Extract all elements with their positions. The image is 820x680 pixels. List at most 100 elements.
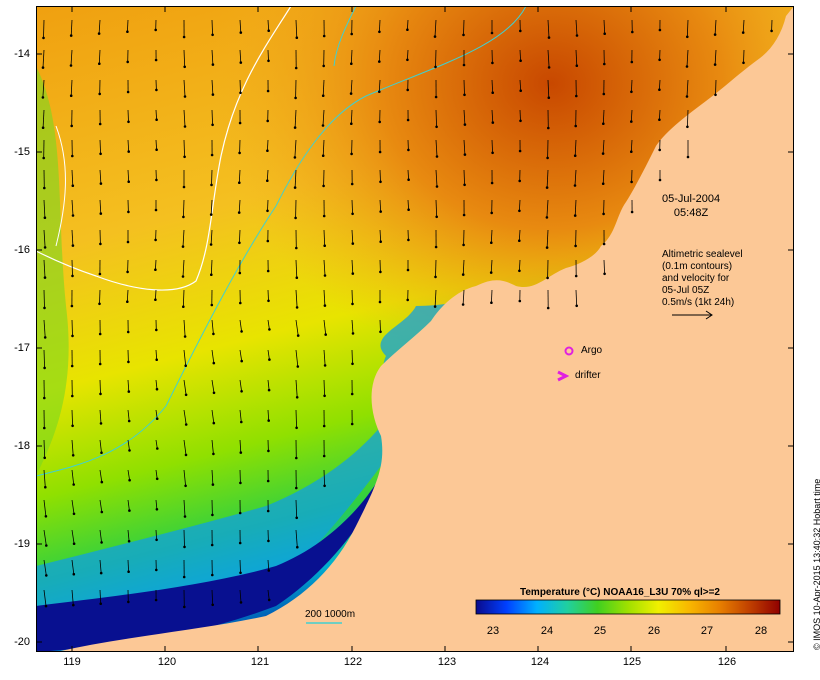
velocity-arrow	[42, 109, 45, 128]
velocity-arrow-head	[686, 35, 689, 39]
velocity-arrow-head	[602, 122, 605, 125]
velocity-arrow-head	[741, 31, 745, 34]
velocity-arrow-head	[463, 93, 466, 97]
velocity-arrow	[43, 349, 45, 368]
velocity-arrow	[659, 79, 661, 90]
velocity-arrow-head	[212, 361, 216, 365]
velocity-arrow	[659, 109, 661, 120]
velocity-arrow-head	[154, 238, 157, 242]
velocity-arrow-head	[184, 453, 188, 457]
velocity-arrow	[183, 199, 185, 217]
velocity-arrow	[378, 79, 381, 92]
velocity-arrow	[491, 139, 493, 153]
velocity-arrow-head	[267, 419, 270, 422]
velocity-arrow	[43, 19, 45, 38]
velocity-arrow-head	[266, 239, 270, 243]
colorbar-tick-label: 25	[593, 625, 607, 637]
velocity-arrow-head	[240, 420, 243, 424]
velocity-arrow-head	[127, 210, 130, 214]
velocity-arrow	[351, 199, 353, 214]
velocity-arrow-head	[239, 481, 242, 485]
velocity-arrow-head	[379, 180, 382, 184]
velocity-arrow-head	[184, 393, 188, 397]
velocity-arrow	[379, 199, 382, 212]
velocity-arrow	[631, 79, 633, 92]
velocity-arrow	[630, 139, 633, 152]
velocity-arrow-head	[210, 273, 213, 277]
velocity-arrow	[323, 229, 326, 246]
velocity-arrow-head	[519, 89, 522, 92]
velocity-arrow-head	[183, 155, 186, 159]
velocity-arrow-head	[182, 215, 185, 219]
velocity-arrow-head	[212, 391, 216, 395]
velocity-arrow-head	[98, 362, 102, 366]
velocity-arrow-head	[268, 358, 271, 361]
velocity-arrow-head	[98, 272, 102, 276]
velocity-arrow-head	[155, 178, 158, 182]
velocity-arrow	[99, 439, 102, 453]
velocity-arrow	[71, 559, 75, 575]
velocity-arrow	[267, 589, 270, 600]
velocity-arrow	[238, 199, 241, 213]
velocity-arrow-head	[99, 182, 103, 185]
velocity-arrow-head	[72, 512, 76, 516]
drifter-label: drifter	[575, 370, 601, 381]
velocity-arrow	[210, 259, 213, 275]
velocity-arrow	[351, 259, 354, 274]
velocity-arrow-head	[463, 123, 467, 126]
velocity-arrow	[98, 49, 101, 64]
velocity-arrow	[687, 109, 689, 127]
velocity-arrow	[378, 49, 381, 62]
velocity-arrow	[155, 139, 157, 150]
velocity-arrow-head	[72, 572, 76, 576]
velocity-arrow	[602, 139, 605, 154]
velocity-arrow	[127, 409, 130, 422]
velocity-arrow	[183, 319, 186, 337]
velocity-arrow	[70, 79, 73, 96]
velocity-arrow-head	[209, 243, 213, 246]
velocity-arrow-head	[128, 478, 131, 482]
velocity-arrow	[71, 529, 75, 544]
velocity-arrow-head	[547, 36, 551, 39]
velocity-arrow-head	[72, 603, 75, 607]
velocity-arrow-head	[490, 211, 494, 215]
velocity-arrow	[267, 349, 270, 360]
velocity-arrow-head	[378, 60, 381, 63]
velocity-arrow	[462, 259, 465, 275]
velocity-arrow-head	[575, 304, 578, 308]
velocity-arrow	[602, 169, 605, 184]
velocity-arrow	[519, 79, 522, 91]
velocity-arrow-head	[267, 29, 270, 32]
velocity-arrow	[71, 469, 75, 485]
velocity-arrow-head	[658, 118, 661, 121]
peninsula	[466, 306, 511, 401]
velocity-arrow-head	[323, 304, 327, 307]
velocity-arrow	[546, 199, 549, 218]
velocity-arrow-head	[378, 120, 382, 124]
depth-contour-shelf	[333, 6, 357, 67]
velocity-arrow-head	[601, 182, 605, 185]
velocity-arrow-head	[70, 124, 73, 128]
velocity-arrow	[239, 379, 242, 392]
velocity-arrow-head	[184, 364, 187, 368]
velocity-arrow	[435, 199, 438, 217]
velocity-arrow-head	[351, 242, 355, 245]
velocity-arrow-head	[267, 299, 270, 303]
velocity-arrow-head	[71, 244, 75, 247]
velocity-arrow-head	[434, 275, 437, 279]
velocity-arrow-head	[155, 88, 158, 92]
velocity-arrow	[686, 79, 689, 97]
velocity-arrow	[350, 79, 353, 94]
velocity-arrow-head	[43, 456, 46, 460]
nearshore-cold-water	[36, 456, 396, 652]
velocity-arrow	[71, 589, 74, 606]
velocity-arrow	[714, 49, 717, 65]
velocity-arrow-head	[491, 91, 495, 94]
depth-contour-200m	[36, 6, 527, 477]
velocity-arrow-head	[630, 120, 633, 123]
velocity-arrow-head	[184, 423, 188, 426]
velocity-arrow-head	[575, 64, 579, 67]
velocity-arrow-head	[183, 125, 187, 128]
velocity-arrow-head	[45, 544, 48, 547]
velocity-arrow-head	[435, 215, 439, 219]
